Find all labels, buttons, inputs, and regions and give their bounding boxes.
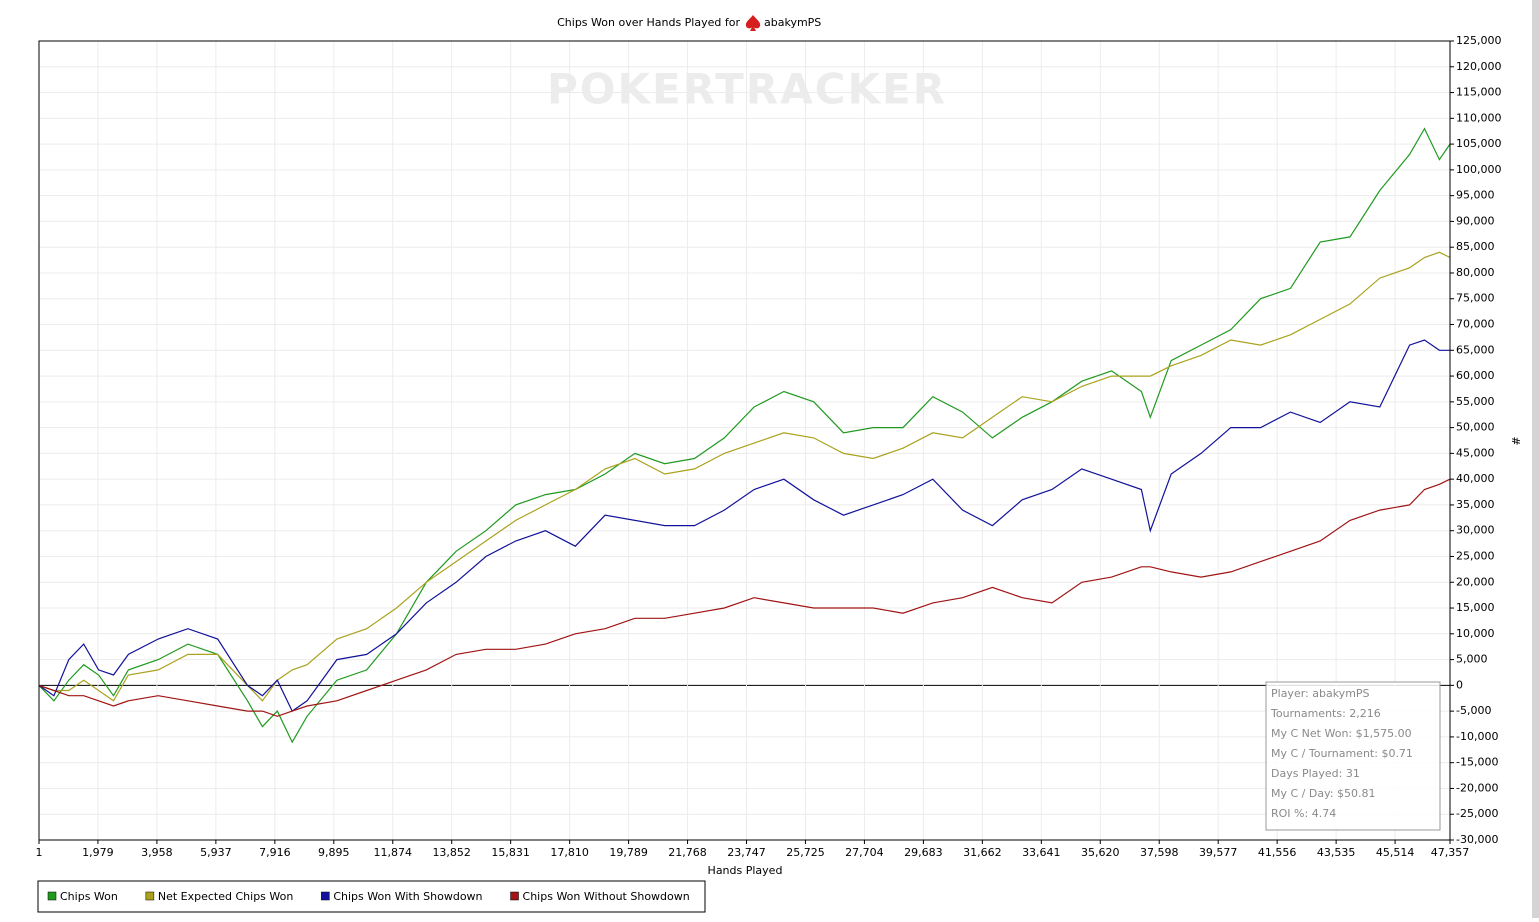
x-tick-label: 11,874 [374,846,413,859]
y-tick-label: 80,000 [1456,266,1495,279]
x-tick-label: 9,895 [318,846,350,859]
spade-icon [745,15,761,31]
series-line [38,339,1450,712]
x-axis-label: Hands Played [708,864,783,877]
legend-items: Chips Won Net Expected Chips Won Chips Won… [47,890,690,903]
legend-swatch [145,891,155,901]
x-tick-label: 7,916 [259,846,291,859]
y-tick-label: 90,000 [1456,214,1495,227]
stats-line: My C Net Won: $1,575.00 [1271,727,1412,740]
series-line [38,478,1451,717]
x-tick-label: 19,789 [609,846,648,859]
legend-label: Chips Won With Showdown [333,890,482,903]
stats-line: ROI %: 4.74 [1271,807,1336,820]
x-tick-label: 43,535 [1317,846,1356,859]
window-edge [1532,0,1539,918]
y-tick-label: -20,000 [1456,781,1498,794]
legend-label: Chips Won Without Showdown [523,890,690,903]
y-tick-label: -5,000 [1456,704,1491,717]
stats-line: My C / Tournament: $0.71 [1271,747,1413,760]
y-tick-label: 20,000 [1456,575,1495,588]
x-tick-label: 33,641 [1022,846,1061,859]
y-tick-label: 95,000 [1456,189,1495,202]
y-tick-label: 110,000 [1456,111,1502,124]
y-tick-label: 75,000 [1456,292,1495,305]
stats-box [1265,681,1441,831]
y-tick-label: 120,000 [1456,60,1502,73]
legend-label: Net Expected Chips Won [158,890,294,903]
chart-title: Chips Won over Hands Played for [557,16,740,29]
stats-line: Tournaments: 2,216 [1270,707,1381,720]
y-tick-label: 45,000 [1456,446,1495,459]
x-tick-label: 37,598 [1140,846,1179,859]
x-tick-label: 17,810 [550,846,589,859]
y-tick-label: 30,000 [1456,524,1495,537]
y-tick-label: -10,000 [1456,730,1498,743]
x-tick-label: 1,979 [82,846,114,859]
y-tick-label: -25,000 [1456,807,1498,820]
x-tick-label: 3,958 [141,846,173,859]
legend-label: Chips Won [60,890,118,903]
x-tick-label: 23,747 [727,846,766,859]
legend-swatch [321,891,330,901]
x-tick-label: 35,620 [1081,846,1120,859]
y-tick-label: 50,000 [1456,421,1495,434]
y-tick-label: 0 [1456,678,1463,691]
y-axis-label: # [1509,436,1522,445]
legend-swatch [510,891,519,901]
legend-swatch [47,891,57,901]
y-tick-label: 125,000 [1456,34,1502,47]
y-tick-label: 35,000 [1456,498,1495,511]
x-tick-label: 41,556 [1258,846,1297,859]
y-tick-label: 85,000 [1456,240,1495,253]
plot-frame [38,40,1451,841]
y-tick-label: -15,000 [1456,756,1498,769]
y-tick-label: 55,000 [1456,395,1495,408]
x-tick-label: 39,577 [1199,846,1238,859]
stats-line: My C / Day: $50.81 [1271,787,1376,800]
stats-line: Player: abakymPS [1271,687,1370,700]
x-tick-label: 21,768 [668,846,707,859]
lines [38,127,1451,744]
watermark: POKERTRACKER [547,65,947,114]
y-tick-label: 10,000 [1456,627,1495,640]
y-tick-label: 15,000 [1456,601,1495,614]
x-tick-label: 25,725 [786,846,825,859]
x-tick-label: 5,937 [200,846,232,859]
series-line [38,127,1451,744]
x-tick-label: 31,662 [963,846,1002,859]
x-tick-label: 27,704 [845,846,884,859]
y-tick-label: 105,000 [1456,137,1502,150]
y-tick-label: 115,000 [1456,86,1502,99]
y-tick-label: 25,000 [1456,549,1495,562]
series-line [38,251,1451,702]
y-tick-label: 100,000 [1456,163,1502,176]
y-tick-label: 40,000 [1456,472,1495,485]
x-tick-label: 29,683 [904,846,943,859]
y-tick-label: 70,000 [1456,318,1495,331]
y-tick-label: 60,000 [1456,369,1495,382]
y-tick-label: 65,000 [1456,343,1495,356]
x-tick-label: 1 [36,846,43,859]
x-tick-label: 15,831 [491,846,530,859]
x-tick-label: 47,357 [1431,846,1470,859]
stats-line: Days Played: 31 [1271,767,1360,780]
x-tick-label: 13,852 [432,846,471,859]
x-tick-label: 45,514 [1376,846,1415,859]
stats: Player: abakymPS Tournaments: 2,216 My C N… [1270,687,1413,820]
chart-title-player: abakymPS [764,16,821,29]
y-tick-label: 5,000 [1456,653,1488,666]
y-tick-label: -30,000 [1456,833,1498,846]
